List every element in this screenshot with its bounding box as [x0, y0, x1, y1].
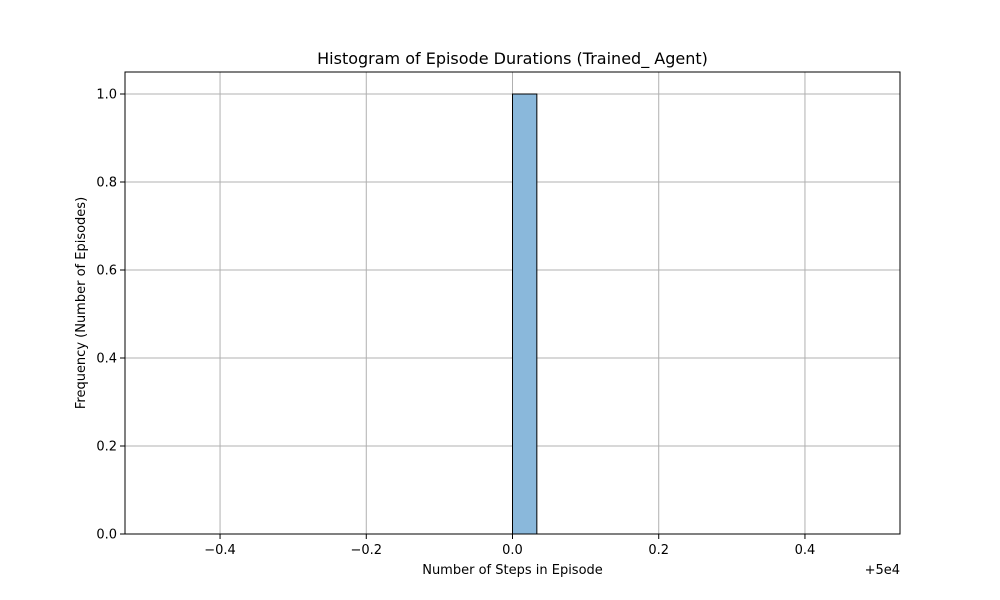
y-axis-label: Frequency (Number of Episodes)	[74, 197, 89, 409]
x-tick-label-1: −0.2	[350, 543, 382, 558]
histogram-bar-15	[512, 93, 538, 535]
y-tick-label-0: 0.0	[96, 528, 117, 543]
ticks-layer: −0.4 −0.2 0.0 0.2 0.4 0.0 0.2 0.4 0.6 0.8 1.0	[96, 88, 815, 559]
x-tick-label-0: −0.4	[204, 543, 236, 558]
y-tick-label-4: 0.8	[96, 176, 117, 191]
y-tick-label-3: 0.6	[96, 264, 117, 279]
chart-title: Histogram of Episode Durations (Trained_…	[317, 49, 708, 69]
x-tick-label-4: 0.4	[795, 543, 816, 558]
x-offset-label: +5e4	[865, 563, 900, 578]
y-tick-label-2: 0.4	[96, 352, 117, 367]
x-axis-label: Number of Steps in Episode	[422, 563, 603, 578]
bars-layer	[512, 93, 538, 535]
y-tick-label-1: 0.2	[96, 440, 117, 455]
x-tick-label-2: 0.0	[502, 543, 523, 558]
x-tick-label-3: 0.2	[648, 543, 669, 558]
y-tick-label-5: 1.0	[96, 88, 117, 103]
